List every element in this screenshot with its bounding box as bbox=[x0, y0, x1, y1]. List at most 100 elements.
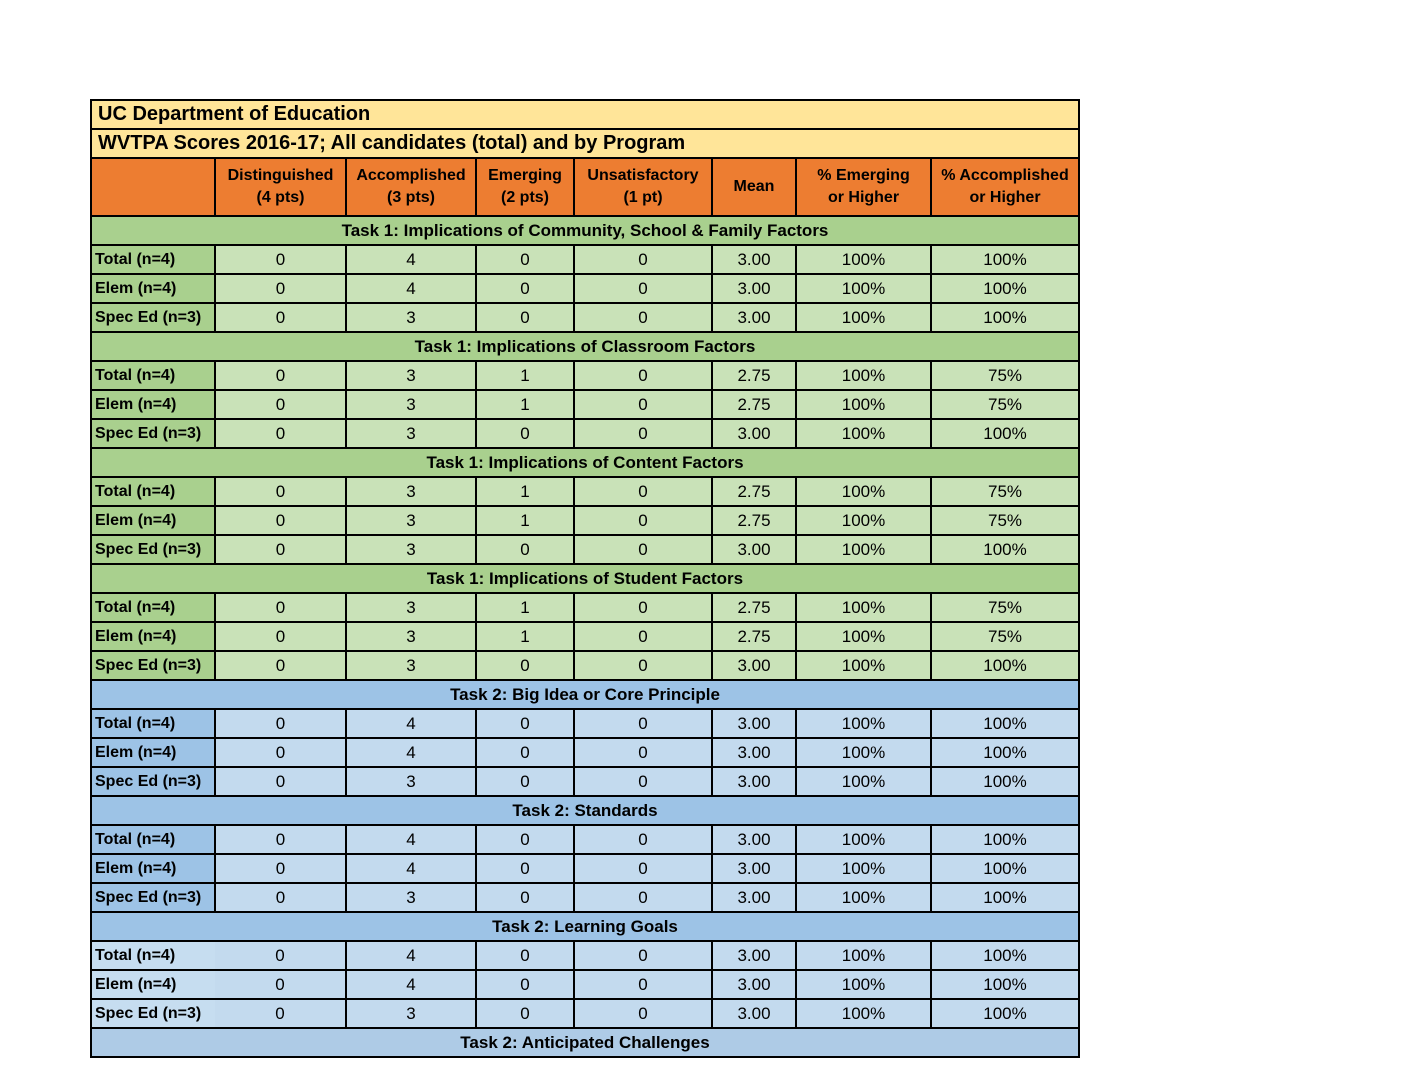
value-cell: 0 bbox=[475, 853, 575, 884]
value-cell: 100% bbox=[795, 766, 932, 797]
value-cell: 0 bbox=[475, 969, 575, 1000]
value-cell: 100% bbox=[930, 244, 1080, 275]
value-cell: 100% bbox=[930, 969, 1080, 1000]
value-cell: 0 bbox=[573, 824, 713, 855]
value-cell: 3.00 bbox=[711, 273, 797, 304]
value-cell: 100% bbox=[930, 534, 1080, 565]
value-cell: 100% bbox=[795, 592, 932, 623]
value-cell: 100% bbox=[795, 853, 932, 884]
table-row: Total (n=4) 0 3 1 0 2.75 100% 75% bbox=[90, 592, 1080, 623]
value-cell: 0 bbox=[214, 592, 347, 623]
column-header-pct-emerging: % Emerging or Higher bbox=[795, 157, 932, 217]
value-cell: 75% bbox=[930, 389, 1080, 420]
row-label: Spec Ed (n=3) bbox=[90, 882, 216, 913]
section-row: Task 2: Big Idea or Core Principle bbox=[90, 679, 1080, 710]
row-label: Spec Ed (n=3) bbox=[90, 998, 215, 1029]
section-header: Task 2: Learning Goals bbox=[90, 911, 1080, 942]
value-cell: 3 bbox=[345, 592, 477, 623]
value-cell: 100% bbox=[795, 244, 932, 275]
column-header-line2: (3 pts) bbox=[387, 189, 435, 206]
column-header-line1: Unsatisfactory bbox=[587, 167, 699, 185]
value-cell: 100% bbox=[795, 882, 932, 913]
value-cell: 3.00 bbox=[711, 998, 797, 1029]
value-cell: 1 bbox=[475, 476, 575, 507]
value-cell: 4 bbox=[345, 969, 477, 1000]
value-cell: 0 bbox=[573, 505, 713, 536]
value-cell: 0 bbox=[573, 708, 713, 739]
value-cell: 100% bbox=[795, 621, 932, 652]
value-cell: 3.00 bbox=[711, 766, 797, 797]
value-cell: 3.00 bbox=[711, 940, 797, 971]
value-cell: 0 bbox=[214, 302, 347, 333]
value-cell: 75% bbox=[930, 476, 1080, 507]
row-label: Elem (n=4) bbox=[90, 853, 216, 884]
column-header-emerging: Emerging (2 pts) bbox=[475, 157, 575, 217]
row-label: Total (n=4) bbox=[90, 824, 216, 855]
value-cell: 0 bbox=[475, 534, 575, 565]
row-label: Elem (n=4) bbox=[90, 621, 216, 652]
row-label: Elem (n=4) bbox=[90, 273, 216, 304]
column-header-line1: Mean bbox=[733, 178, 775, 196]
section-header: Task 2: Big Idea or Core Principle bbox=[90, 679, 1080, 710]
row-label: Spec Ed (n=3) bbox=[90, 534, 216, 565]
value-cell: 3 bbox=[345, 998, 477, 1029]
column-header-line1: Accomplished bbox=[356, 167, 466, 185]
section-header: Task 1: Implications of Student Factors bbox=[90, 563, 1080, 594]
value-cell: 0 bbox=[214, 882, 347, 913]
column-header-line2: (1 pt) bbox=[623, 189, 663, 206]
value-cell: 0 bbox=[214, 853, 347, 884]
value-cell: 100% bbox=[795, 389, 932, 420]
row-label: Total (n=4) bbox=[90, 360, 216, 391]
value-cell: 100% bbox=[930, 302, 1080, 333]
column-header-unsatisfactory: Unsatisfactory (1 pt) bbox=[573, 157, 713, 217]
value-cell: 0 bbox=[214, 650, 347, 681]
value-cell: 0 bbox=[475, 650, 575, 681]
value-cell: 100% bbox=[795, 534, 932, 565]
value-cell: 100% bbox=[930, 766, 1080, 797]
value-cell: 75% bbox=[930, 592, 1080, 623]
value-cell: 4 bbox=[345, 940, 477, 971]
value-cell: 0 bbox=[214, 534, 347, 565]
value-cell: 1 bbox=[475, 360, 575, 391]
value-cell: 100% bbox=[795, 940, 932, 971]
value-cell: 0 bbox=[214, 418, 347, 449]
table-row: Elem (n=4) 0 3 1 0 2.75 100% 75% bbox=[90, 621, 1080, 652]
value-cell: 3 bbox=[345, 389, 477, 420]
value-cell: 100% bbox=[930, 882, 1080, 913]
table-row: Elem (n=4) 0 4 0 0 3.00 100% 100% bbox=[90, 273, 1080, 304]
value-cell: 0 bbox=[214, 708, 347, 739]
table-row: Spec Ed (n=3) 0 3 0 0 3.00 100% 100% bbox=[90, 302, 1080, 333]
table-row: Spec Ed (n=3) 0 3 0 0 3.00 100% 100% bbox=[90, 998, 1080, 1029]
row-label: Total (n=4) bbox=[90, 940, 215, 971]
value-cell: 3 bbox=[345, 360, 477, 391]
value-cell: 2.75 bbox=[711, 389, 797, 420]
value-cell: 0 bbox=[573, 969, 713, 1000]
column-header-pct-accomplished: % Accomplished or Higher bbox=[930, 157, 1080, 217]
table-subtitle: WVTPA Scores 2016-17; All candidates (to… bbox=[90, 128, 1080, 159]
value-cell: 0 bbox=[475, 737, 575, 768]
section-row: Task 1: Implications of Student Factors bbox=[90, 563, 1080, 594]
value-cell: 0 bbox=[573, 302, 713, 333]
title-row-1: UC Department of Education bbox=[90, 99, 1080, 130]
value-cell: 100% bbox=[930, 650, 1080, 681]
value-cell: 4 bbox=[345, 244, 477, 275]
section-header: Task 1: Implications of Community, Schoo… bbox=[90, 215, 1080, 246]
value-cell: 1 bbox=[475, 621, 575, 652]
value-cell: 0 bbox=[573, 534, 713, 565]
value-cell: 1 bbox=[475, 505, 575, 536]
value-cell: 0 bbox=[475, 998, 575, 1029]
value-cell: 100% bbox=[930, 998, 1080, 1029]
section-row: Task 2: Anticipated Challenges bbox=[90, 1027, 1080, 1058]
value-cell: 3.00 bbox=[711, 882, 797, 913]
value-cell: 100% bbox=[795, 824, 932, 855]
table-title: UC Department of Education bbox=[90, 99, 1080, 130]
value-cell: 4 bbox=[345, 853, 477, 884]
value-cell: 3 bbox=[345, 505, 477, 536]
value-cell: 0 bbox=[573, 244, 713, 275]
table-row: Elem (n=4) 0 4 0 0 3.00 100% 100% bbox=[90, 853, 1080, 884]
value-cell: 0 bbox=[214, 737, 347, 768]
column-header-row: Distinguished (4 pts) Accomplished (3 pt… bbox=[90, 157, 1080, 217]
table-row: Spec Ed (n=3) 0 3 0 0 3.00 100% 100% bbox=[90, 418, 1080, 449]
value-cell: 0 bbox=[215, 969, 347, 1000]
value-cell: 3 bbox=[345, 766, 477, 797]
